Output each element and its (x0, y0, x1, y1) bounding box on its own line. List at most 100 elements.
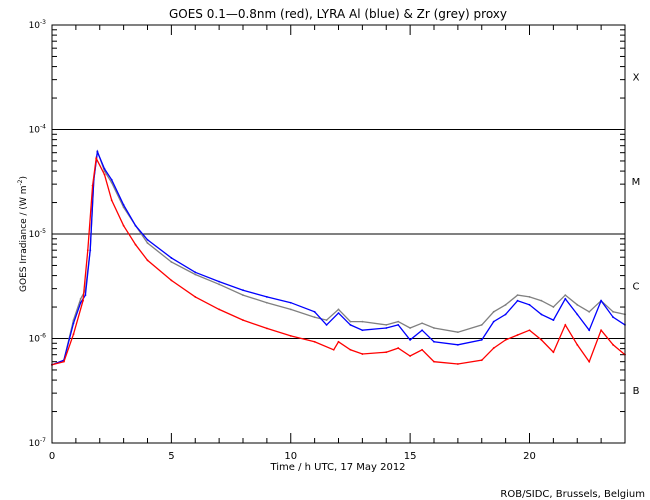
data-point (433, 360, 435, 363)
data-point (492, 347, 495, 349)
data-point (612, 343, 614, 346)
data-point (361, 353, 364, 355)
data-point (576, 343, 579, 346)
data-point (504, 338, 507, 341)
flare-class-label: M (632, 177, 641, 188)
data-point (218, 283, 221, 286)
chart-title: GOES 0.1—0.8nm (red), LYRA Al (blue) & Z… (169, 7, 507, 21)
data-point (480, 323, 483, 326)
data-point (528, 329, 531, 332)
data-point (504, 313, 507, 316)
data-point (332, 348, 335, 351)
data-point (265, 301, 268, 304)
data-point (72, 333, 75, 336)
flare-class-label: X (633, 73, 640, 84)
data-point (289, 308, 292, 311)
data-point (349, 323, 352, 326)
data-point (265, 296, 268, 298)
data-point (409, 338, 412, 341)
data-point (421, 329, 423, 332)
x-tick-label: 10 (284, 451, 297, 462)
data-point (600, 329, 603, 332)
series-line (51, 156, 626, 366)
data-point (361, 329, 364, 332)
data-point (397, 323, 400, 326)
data-point (242, 294, 244, 297)
data-point (122, 224, 125, 227)
data-point (170, 257, 173, 259)
y-tick-label: 10-4 (29, 124, 47, 136)
data-point (96, 151, 99, 153)
data-point (110, 199, 113, 202)
data-point (588, 329, 591, 332)
data-point (421, 322, 423, 325)
data-point (349, 348, 352, 351)
data-point (385, 327, 388, 329)
x-tick-label: 5 (168, 451, 174, 462)
series-line (51, 150, 626, 366)
x-tick-label: 15 (404, 451, 417, 462)
data-point (516, 334, 519, 336)
data-point (313, 310, 316, 313)
data-point (456, 363, 459, 365)
data-point (588, 360, 591, 363)
data-point (95, 157, 98, 160)
data-point (337, 308, 340, 311)
x-tick-label: 20 (523, 451, 536, 462)
flare-class-label: C (633, 282, 640, 293)
data-point (564, 294, 567, 297)
data-point (146, 259, 149, 262)
y-tick-label: 10-5 (29, 228, 47, 240)
y-tick-label: 10-3 (29, 19, 47, 31)
data-point (516, 299, 519, 302)
data-point (385, 351, 388, 354)
data-point (89, 249, 92, 252)
data-point (103, 167, 106, 170)
data-point (170, 279, 173, 282)
data-point (409, 355, 412, 357)
data-point (361, 320, 364, 323)
data-point (564, 297, 567, 300)
data-point (325, 323, 328, 326)
data-point (397, 347, 400, 349)
data-point (82, 299, 84, 302)
data-point (456, 343, 459, 346)
x-tick-label: 0 (49, 451, 55, 462)
data-point (86, 249, 89, 252)
data-point (79, 297, 82, 300)
data-point (516, 294, 519, 297)
credit-text: ROB/SIDC, Brussels, Belgium (500, 489, 645, 500)
data-point (540, 299, 543, 302)
data-point (385, 323, 388, 326)
data-point (552, 306, 555, 308)
data-point (480, 338, 483, 341)
data-point (528, 303, 531, 306)
y-axis-label: GOES Irradiance / (W m-2) (17, 176, 29, 292)
flare-class-label: B (633, 386, 640, 397)
data-point (433, 327, 435, 329)
data-point (79, 301, 82, 304)
y-tick-label: 10-6 (29, 333, 47, 345)
series-line (51, 149, 626, 366)
data-point (456, 331, 459, 334)
x-axis-label: Time / h UTC, 17 May 2012 (269, 462, 405, 473)
data-point (242, 319, 244, 321)
data-point (540, 313, 543, 316)
data-point (84, 294, 87, 297)
data-point (289, 301, 292, 304)
data-point (218, 308, 221, 311)
data-point (63, 360, 65, 363)
data-point (91, 184, 94, 187)
data-point (170, 261, 173, 263)
data-point (289, 334, 292, 337)
data-point (492, 310, 495, 313)
data-point (265, 327, 268, 330)
data-point (134, 224, 137, 227)
data-point (409, 327, 412, 329)
data-point (576, 303, 579, 306)
data-point (480, 359, 483, 362)
data-point (397, 320, 400, 323)
data-point (564, 323, 567, 326)
data-point (600, 299, 603, 302)
